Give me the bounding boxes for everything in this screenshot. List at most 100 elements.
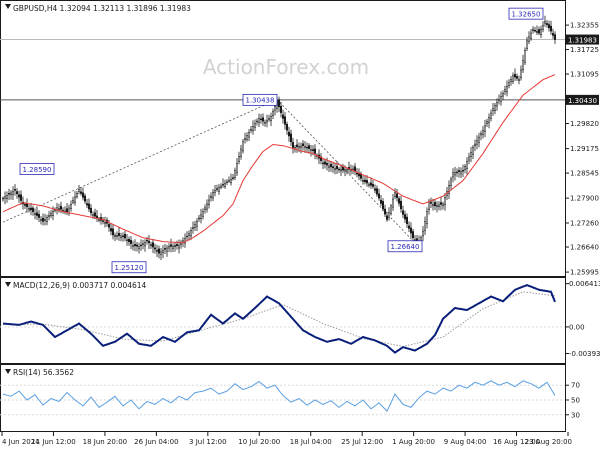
- price-axis: 1.32355 1.31725 1.31095 1.30430 1.29820 1.291…: [565, 22, 599, 277]
- candle-body: [332, 166, 334, 169]
- candle-body: [190, 230, 192, 237]
- current-price-label-text: 1.31983: [568, 37, 597, 45]
- candle-body: [192, 227, 194, 229]
- candle-body: [292, 142, 294, 148]
- candle-body: [272, 111, 274, 116]
- price-tick-label: 1.27900: [570, 195, 599, 203]
- candle-body: [442, 203, 444, 206]
- level-price-label-text: 1.30430: [568, 97, 597, 105]
- candle-body: [410, 227, 412, 234]
- watermark: ActionForex.com: [203, 55, 369, 79]
- candle-body: [14, 189, 16, 191]
- candle-body: [264, 122, 266, 124]
- candle-body: [550, 25, 552, 32]
- candle-body: [220, 185, 222, 188]
- candle-body: [300, 145, 302, 148]
- candle-body: [542, 25, 544, 30]
- candle-body: [322, 162, 324, 165]
- candle-body: [282, 114, 284, 119]
- candle-body: [66, 208, 68, 212]
- price-tick-label: 1.29175: [570, 145, 599, 153]
- candle-body: [216, 188, 218, 190]
- candle-body: [38, 214, 40, 218]
- swing-low-label-text: 1.25120: [115, 264, 144, 272]
- candle-body: [534, 30, 536, 32]
- candle-body: [524, 50, 526, 63]
- candle-body: [70, 204, 72, 209]
- candle-body: [90, 207, 92, 214]
- current-price-label: 1.31983: [566, 34, 599, 45]
- candle-body: [132, 245, 134, 247]
- candle-body: [384, 208, 386, 215]
- candle-body: [206, 203, 208, 210]
- current-price-label-box: [566, 34, 599, 45]
- candle-body: [234, 170, 236, 178]
- candle-body: [422, 230, 424, 237]
- candle-body: [366, 180, 368, 184]
- candle-body: [88, 203, 90, 210]
- candle-body: [80, 191, 82, 194]
- candle-body: [454, 172, 456, 176]
- candle-body: [500, 96, 502, 102]
- candle-body: [160, 251, 162, 255]
- rsi-tick-label: 30: [571, 411, 580, 419]
- candle-body: [50, 213, 52, 216]
- candle-body: [308, 145, 310, 149]
- candle-body: [212, 192, 214, 199]
- rsi-header: RSI(14) 56.3562: [5, 368, 74, 377]
- candle-body: [58, 208, 60, 210]
- candle-body: [310, 149, 312, 151]
- candle-body: [468, 156, 470, 161]
- recent-high-label-text: 1.32650: [512, 10, 541, 18]
- candle-body: [108, 224, 110, 228]
- trough-label: 1.26640: [387, 240, 423, 253]
- macd-title: MACD(12,26,9) 0.003717 0.004614: [13, 281, 147, 290]
- candle-body: [134, 244, 136, 247]
- candle-body: [266, 120, 268, 123]
- candle-body: [92, 214, 94, 216]
- swing-low-label-box: [111, 261, 147, 274]
- candle-body: [368, 183, 370, 186]
- candle-body: [538, 29, 540, 34]
- candle-body: [30, 207, 32, 211]
- candle-body: [74, 196, 76, 203]
- candle-body: [298, 146, 300, 149]
- candle-body: [82, 192, 84, 198]
- candle-body: [288, 131, 290, 137]
- candle-body: [376, 188, 378, 195]
- candle-body: [168, 246, 170, 249]
- candle-body: [218, 187, 220, 192]
- price-tick-label: 1.25995: [570, 269, 599, 277]
- candle-body: [474, 143, 476, 146]
- candle-body: [470, 152, 472, 157]
- candle-body: [72, 200, 74, 203]
- candle-body: [480, 133, 482, 136]
- candle-body: [146, 239, 148, 242]
- candle-body: [464, 166, 466, 171]
- candle-body: [44, 219, 46, 221]
- trend-line-up: [2, 99, 278, 223]
- price-annotations: 1.28590 1.25120 1.30438 1.26640 1.32650: [19, 7, 544, 274]
- candle-body: [240, 148, 242, 157]
- candle-body: [208, 199, 210, 206]
- swing-high-label-box: [19, 163, 55, 175]
- candle-body: [128, 239, 130, 243]
- candle-body: [198, 217, 200, 220]
- candle-body: [222, 184, 224, 186]
- macd-header: MACD(12,26,9) 0.003717 0.004614: [5, 281, 147, 290]
- candle-body: [114, 234, 116, 237]
- candle-body: [174, 245, 176, 247]
- candle-body: [448, 185, 450, 194]
- candle-body: [362, 180, 364, 182]
- candle-body: [484, 125, 486, 132]
- candle-body: [324, 161, 326, 165]
- candle-body: [96, 215, 98, 219]
- candle-body: [166, 247, 168, 252]
- candle-body: [136, 244, 138, 247]
- candle-body: [440, 202, 442, 205]
- candle-body: [170, 244, 172, 247]
- time-tick-label: 9 Aug 04:00: [444, 438, 487, 446]
- candle-body: [242, 141, 244, 152]
- price-tick-label: 1.28545: [570, 170, 599, 178]
- candle-body: [412, 231, 414, 238]
